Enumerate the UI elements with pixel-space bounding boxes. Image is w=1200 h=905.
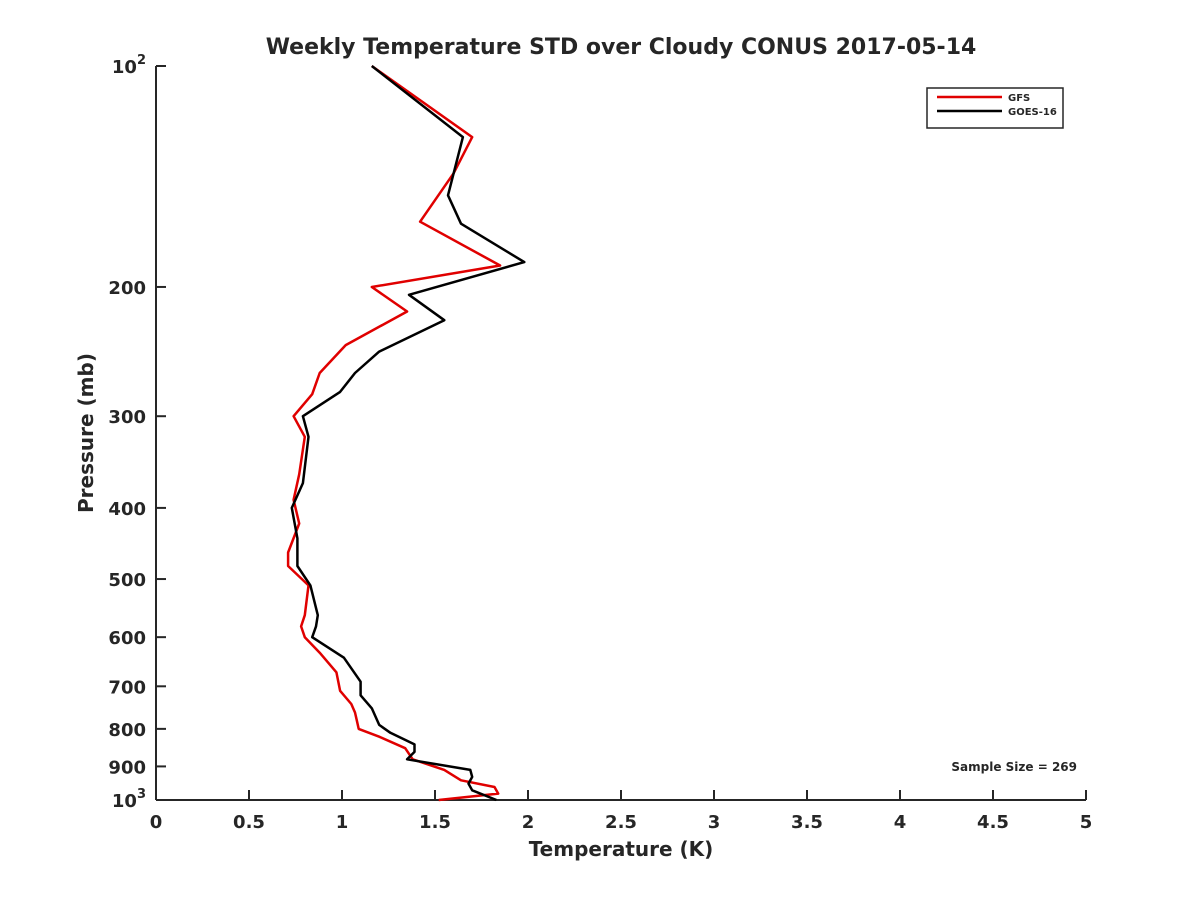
legend-label: GOES-16 bbox=[1008, 107, 1057, 118]
x-tick-label: 4.5 bbox=[977, 812, 1009, 833]
x-tick-label: 1 bbox=[336, 812, 349, 833]
legend-label: GFS bbox=[1008, 93, 1030, 104]
x-tick-label: 2.5 bbox=[605, 812, 637, 833]
y-tick-label: 200 bbox=[108, 278, 146, 299]
x-tick-label: 3.5 bbox=[791, 812, 823, 833]
x-tick-label: 2 bbox=[522, 812, 535, 833]
x-tick-label: 5 bbox=[1080, 812, 1093, 833]
y-tick-label: 400 bbox=[108, 499, 146, 520]
x-tick-label: 3 bbox=[708, 812, 721, 833]
x-axis-label: Temperature (K) bbox=[529, 837, 714, 861]
axes: 0 0.5 1 1.5 2 2.5 3 3.5 4 4.5 5 102 200 300 400 500 600 7… bbox=[108, 53, 1092, 833]
series-line-gfs bbox=[286, 64, 502, 802]
y-tick-label: 500 bbox=[108, 570, 146, 591]
x-tick-label: 0 bbox=[150, 812, 163, 833]
y-tick-label: 800 bbox=[108, 720, 146, 741]
y-tick-label: 600 bbox=[108, 628, 146, 649]
y-tick-label: 102 bbox=[112, 53, 146, 78]
series-layer bbox=[286, 64, 526, 802]
legend-box bbox=[926, 87, 1064, 129]
y-tick-label: 103 bbox=[112, 787, 146, 812]
series-line-goes-16 bbox=[290, 65, 526, 802]
y-tick-label: 900 bbox=[108, 757, 146, 778]
y-axis-label: Pressure (mb) bbox=[74, 353, 98, 513]
x-tick-label: 4 bbox=[894, 812, 907, 833]
legend: GFS GOES-16 bbox=[926, 87, 1064, 129]
chart-title: Weekly Temperature STD over Cloudy CONUS… bbox=[266, 35, 977, 60]
y-tick-label: 300 bbox=[108, 407, 146, 428]
x-tick-label: 1.5 bbox=[419, 812, 451, 833]
x-tick-label: 0.5 bbox=[233, 812, 265, 833]
y-tick-label: 700 bbox=[108, 677, 146, 698]
sample-size-annotation: Sample Size = 269 bbox=[951, 760, 1077, 774]
